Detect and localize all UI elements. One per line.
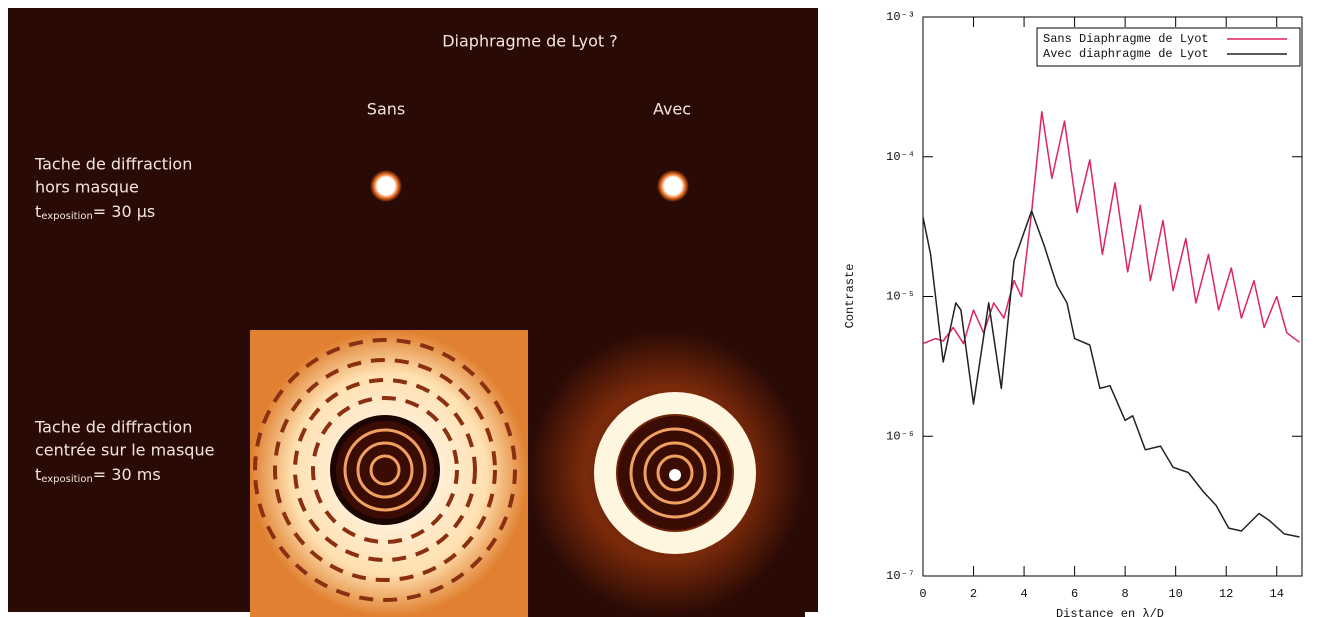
exposure-sub: exposition xyxy=(41,211,93,222)
exposure-value: = 30 ms xyxy=(93,465,161,484)
column-label: Avec xyxy=(653,100,691,119)
row-label: hors masque xyxy=(35,178,139,197)
y-tick-label: 10⁻⁵ xyxy=(886,290,915,304)
column-label: Sans xyxy=(367,100,405,119)
core-sans xyxy=(333,418,437,522)
center-avec xyxy=(669,469,681,481)
y-tick-label: 10⁻³ xyxy=(886,10,915,24)
x-tick-label: 2 xyxy=(970,587,977,601)
x-axis-label: Distance en λ/D xyxy=(1056,607,1164,617)
row-label: centrée sur le masque xyxy=(35,441,214,460)
legend-label: Avec diaphragme de Lyot xyxy=(1043,47,1209,61)
exposure-sub: exposition xyxy=(41,474,93,485)
panel-title: Diaphragme de Lyot ? xyxy=(442,32,618,51)
x-tick-label: 6 xyxy=(1071,587,1078,601)
y-tick-label: 10⁻⁷ xyxy=(886,569,915,583)
y-tick-label: 10⁻⁴ xyxy=(886,150,915,164)
spot-avec xyxy=(657,170,689,202)
y-tick-label: 10⁻⁶ xyxy=(886,429,915,443)
spot-sans xyxy=(370,170,402,202)
exposure-value: = 30 µs xyxy=(93,202,155,221)
x-tick-label: 10 xyxy=(1168,587,1182,601)
series-line xyxy=(923,211,1300,537)
x-tick-label: 8 xyxy=(1122,587,1129,601)
x-tick-label: 12 xyxy=(1219,587,1233,601)
plot-frame xyxy=(923,17,1302,576)
row-label: Tache de diffraction xyxy=(34,155,192,174)
image-panel: Diaphragme de Lyot ? Sans Avec Tache de … xyxy=(0,0,820,617)
x-tick-label: 4 xyxy=(1020,587,1027,601)
series-line xyxy=(923,112,1300,344)
x-tick-label: 0 xyxy=(919,587,926,601)
legend-label: Sans Diaphragme de Lyot xyxy=(1043,32,1209,46)
y-axis-label: Contraste xyxy=(843,264,857,329)
x-tick-label: 14 xyxy=(1270,587,1284,601)
row-label: Tache de diffraction xyxy=(34,418,192,437)
page: Diaphragme de Lyot ? Sans Avec Tache de … xyxy=(0,0,1322,617)
chart: Contraste Distance en λ/D 10⁻⁷ 10⁻⁶ 10⁻⁵ 10… xyxy=(820,0,1322,617)
